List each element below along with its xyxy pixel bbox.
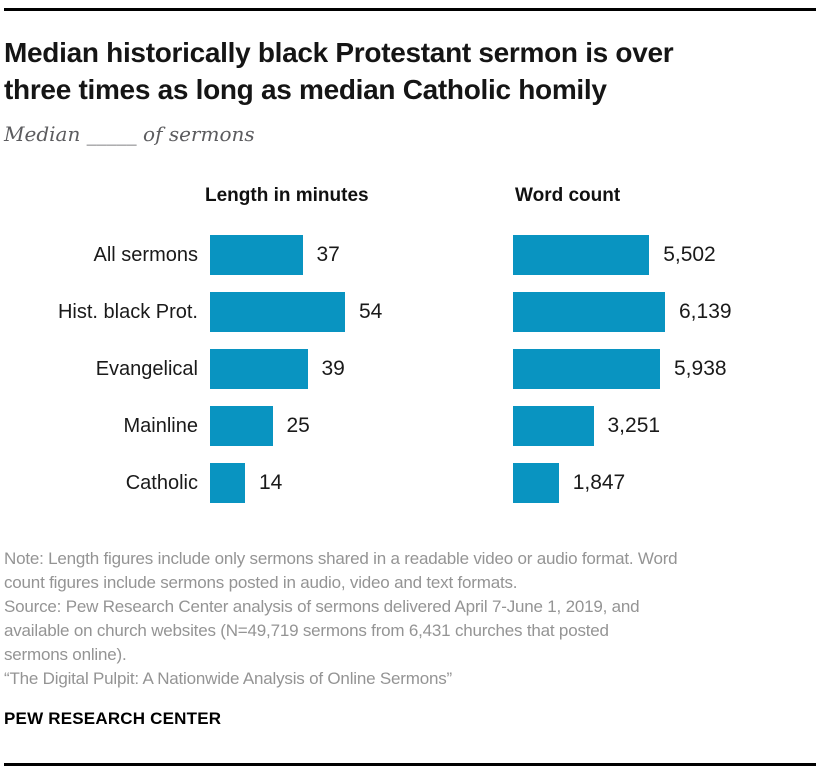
text-line: “The Digital Pulpit: A Nationwide Analys… bbox=[4, 669, 452, 688]
text-line: Median historically black Protestant ser… bbox=[4, 37, 674, 68]
panel-headers: Length in minutes Word count bbox=[4, 186, 816, 206]
bar-chart: Length in minutes Word count All sermons… bbox=[4, 186, 816, 503]
category-label: Mainline bbox=[123, 414, 198, 437]
value-label: 25 bbox=[286, 414, 310, 437]
text-line: Source: Pew Research Center analysis of … bbox=[4, 597, 640, 616]
bar bbox=[210, 292, 345, 332]
bar bbox=[513, 406, 594, 446]
text-line: available on church websites (N=49,719 s… bbox=[4, 621, 609, 640]
panel-cell-length: 14 bbox=[210, 463, 513, 503]
note-text: Note: Length figures include only sermon… bbox=[4, 547, 816, 595]
bar bbox=[513, 292, 665, 332]
value-label: 54 bbox=[359, 300, 383, 323]
chart-row: Hist. black Prot. 54 6,139 bbox=[4, 292, 816, 332]
value-label: 3,251 bbox=[607, 414, 661, 437]
text-line: sermons online). bbox=[4, 645, 127, 664]
category-label: All sermons bbox=[93, 243, 198, 266]
panel-cell-wordcount: 5,938 bbox=[513, 349, 816, 389]
panel-cell-wordcount: 1,847 bbox=[513, 463, 816, 503]
panel-cell-length: 37 bbox=[210, 235, 513, 275]
bar bbox=[513, 463, 559, 503]
bar bbox=[210, 406, 273, 446]
category-label: Evangelical bbox=[95, 357, 198, 380]
panel-cell-wordcount: 3,251 bbox=[513, 406, 816, 446]
chart-row: All sermons 37 5,502 bbox=[4, 235, 816, 275]
chart-footnotes: Note: Length figures include only sermon… bbox=[4, 547, 816, 691]
panel-header-word-count: Word count bbox=[515, 185, 621, 206]
top-divider bbox=[4, 8, 816, 11]
chart-row: Mainline 25 3,251 bbox=[4, 406, 816, 446]
value-label: 5,938 bbox=[674, 357, 727, 380]
chart-subtitle: Median _____ of sermons bbox=[4, 122, 255, 146]
bar bbox=[210, 349, 308, 389]
pew-research-center-wordmark: PEW RESEARCH CENTER bbox=[4, 709, 222, 728]
value-label: 37 bbox=[316, 243, 340, 266]
bar bbox=[210, 463, 245, 503]
value-label: 6,139 bbox=[679, 300, 732, 323]
value-label: 5,502 bbox=[663, 243, 716, 266]
chart-row: Catholic 14 1,847 bbox=[4, 463, 816, 503]
panel-header-length-in-minutes: Length in minutes bbox=[205, 185, 369, 206]
text-line: three times as long as median Catholic h… bbox=[4, 74, 607, 105]
bar bbox=[210, 235, 303, 275]
value-label: 39 bbox=[321, 357, 345, 380]
bar bbox=[513, 349, 660, 389]
bar bbox=[513, 235, 650, 275]
value-label: 1,847 bbox=[572, 471, 626, 494]
text-line: count figures include sermons posted in … bbox=[4, 573, 518, 592]
text-line: Note: Length figures include only sermon… bbox=[4, 549, 678, 568]
chart-row: Evangelical 39 5,938 bbox=[4, 349, 816, 389]
source-text: Source: Pew Research Center analysis of … bbox=[4, 595, 816, 691]
chart-rows: All sermons 37 5,502 Hist. black Prot. 54 6,1… bbox=[4, 235, 816, 503]
panel-cell-length: 39 bbox=[210, 349, 513, 389]
panel-cell-length: 25 bbox=[210, 406, 513, 446]
panel-cell-wordcount: 6,139 bbox=[513, 292, 816, 332]
panel-cell-wordcount: 5,502 bbox=[513, 235, 816, 275]
value-label: 14 bbox=[259, 471, 283, 494]
category-label: Catholic bbox=[125, 471, 198, 494]
bottom-divider bbox=[4, 763, 816, 766]
panel-cell-length: 54 bbox=[210, 292, 513, 332]
page-title: Median historically black Protestant ser… bbox=[4, 34, 816, 108]
category-label: Hist. black Prot. bbox=[57, 300, 198, 323]
